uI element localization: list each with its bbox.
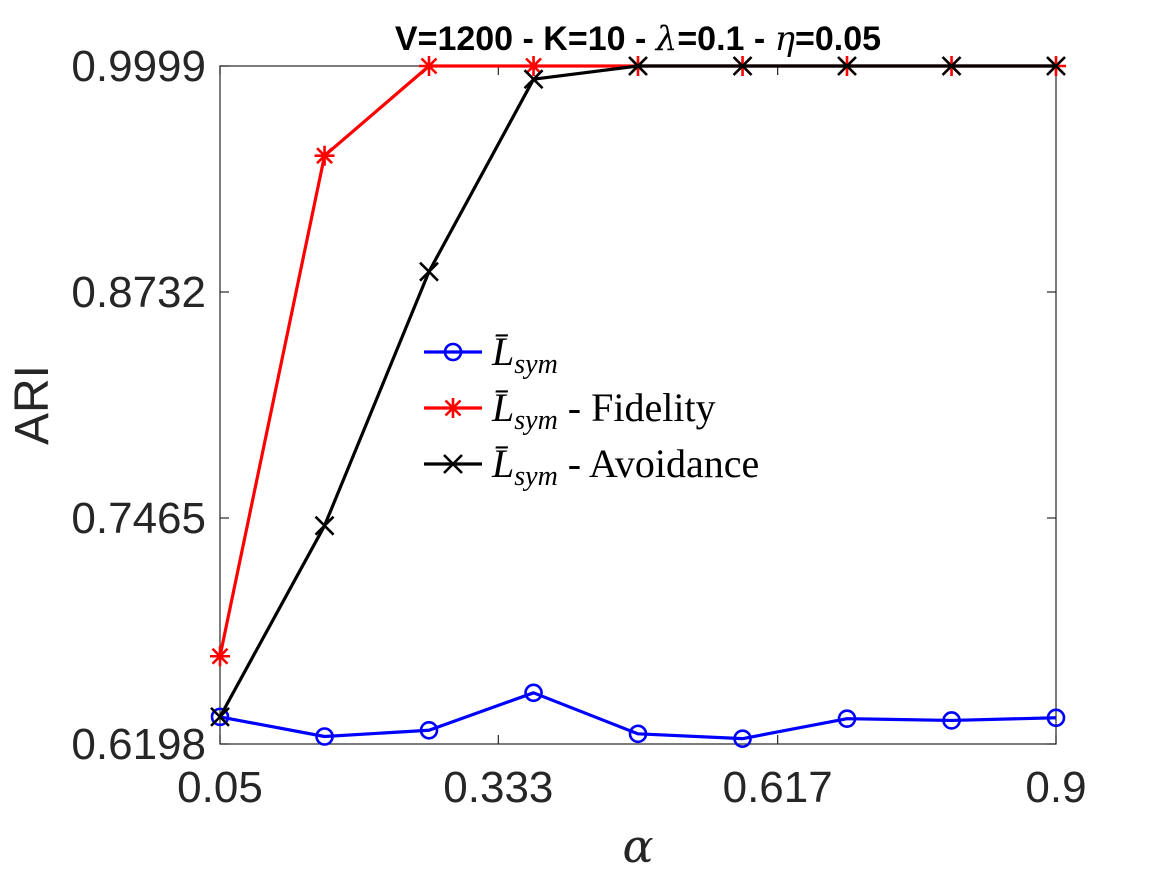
- data-point: [1046, 708, 1066, 728]
- title-part-1: V=1200 - K=10 -: [395, 20, 656, 58]
- legend-marker: [443, 342, 463, 362]
- data-point: [523, 56, 544, 76]
- data-point: [837, 56, 857, 76]
- y-tick-label: 0.9999: [71, 42, 206, 91]
- x-tick-label: 0.617: [723, 763, 833, 812]
- legend-label: L̄sym - Avoidance: [491, 441, 759, 492]
- title-part-3: =0.05: [795, 20, 881, 58]
- x-tick-label: 0.05: [177, 763, 263, 812]
- plot-area: [219, 65, 1057, 745]
- data-point: [628, 56, 648, 76]
- data-point: [419, 261, 439, 282]
- y-tick-label: 0.8732: [71, 268, 206, 317]
- data-point: [210, 646, 230, 667]
- y-axis-label: ARI: [6, 365, 59, 445]
- legend-entry: L̄sym - Fidelity: [424, 385, 716, 436]
- series-layer: [210, 56, 1066, 748]
- x-tick-label: 0.333: [443, 763, 553, 812]
- data-point: [733, 729, 752, 748]
- data-point: [732, 56, 753, 76]
- data-point: [314, 515, 335, 536]
- chart-title: V=1200 - K=10 - λ=0.1 - η=0.05: [395, 19, 881, 59]
- data-point: [941, 56, 962, 76]
- axis-ticks: 0.05 0.333 0.617 0.9 0.6198 0.7465 0.8732 0.999…: [71, 42, 1086, 812]
- data-point: [837, 709, 857, 728]
- data-point: [419, 56, 439, 76]
- legend-label: L̄sym: [491, 329, 558, 380]
- series-2: [210, 56, 1066, 727]
- legend-entry: L̄sym: [424, 329, 558, 380]
- data-point: [210, 707, 230, 727]
- data-point: [942, 711, 961, 730]
- data-point: [314, 145, 335, 166]
- legend-marker: [443, 454, 463, 474]
- x-axis-label: α: [622, 819, 653, 873]
- data-point: [210, 706, 230, 727]
- title-part-2: =0.1 -: [677, 20, 774, 58]
- y-tick-label: 0.7465: [71, 494, 206, 543]
- data-point: [524, 683, 543, 703]
- data-point: [419, 720, 439, 740]
- legend-marker: [443, 398, 463, 418]
- legend-entry: L̄sym - Avoidance: [424, 441, 759, 492]
- y-tick-label: 0.6198: [71, 720, 206, 769]
- series-0: [210, 683, 1066, 748]
- title-eta: η: [775, 19, 796, 59]
- data-point: [523, 69, 544, 90]
- series-line: [219, 691, 1057, 741]
- legend-label: L̄sym - Fidelity: [491, 385, 716, 436]
- data-point: [628, 724, 648, 744]
- data-point: [315, 727, 334, 746]
- x-tick-label: 0.9: [1025, 763, 1086, 812]
- title-lambda: λ: [654, 19, 678, 59]
- data-point: [1046, 56, 1066, 76]
